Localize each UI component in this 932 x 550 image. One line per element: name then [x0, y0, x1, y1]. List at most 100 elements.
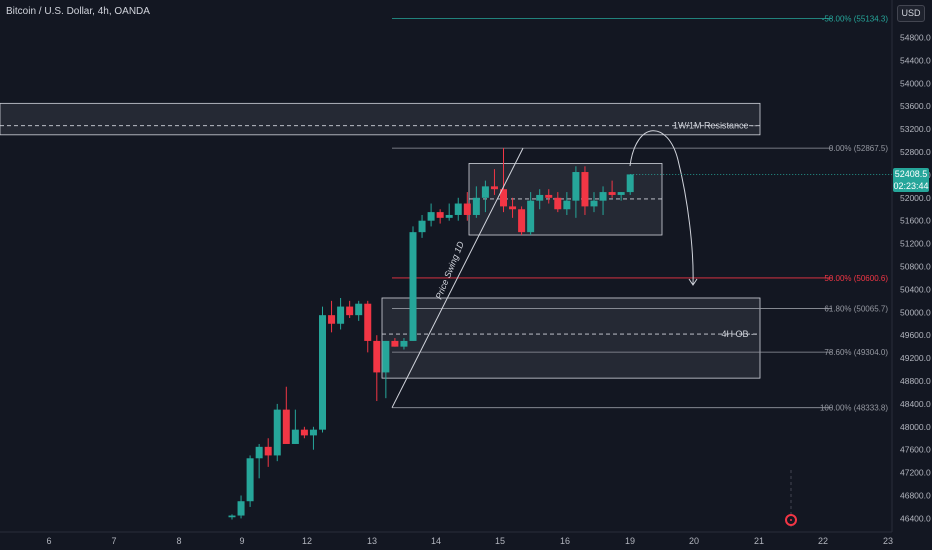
- candle-body: [554, 197, 562, 210]
- candle-body: [237, 501, 245, 516]
- candle-body: [328, 315, 336, 324]
- x-tick-label: 21: [754, 536, 764, 546]
- symbol-title: Bitcoin / U.S. Dollar, 4h, OANDA: [6, 6, 150, 17]
- y-tick-label: 49600.0: [900, 330, 931, 340]
- x-tick-label: 8: [176, 536, 181, 546]
- x-tick-label: 12: [302, 536, 312, 546]
- candle-body: [228, 515, 236, 518]
- x-tick-label: 19: [625, 536, 635, 546]
- candle-body: [418, 220, 426, 233]
- candle-body: [463, 203, 471, 215]
- candle-body: [373, 340, 381, 373]
- zone-box: [381, 297, 761, 379]
- y-tick-label: 51600.0: [900, 216, 931, 226]
- x-tick-label: 22: [818, 536, 828, 546]
- candle-body: [590, 200, 598, 207]
- currency-button[interactable]: USD: [897, 5, 925, 22]
- candle-body: [409, 232, 417, 341]
- candle-body: [481, 186, 489, 198]
- x-tick-label: 14: [431, 536, 441, 546]
- candle-body: [246, 458, 254, 502]
- candle-body: [255, 446, 263, 459]
- candle-body: [527, 200, 535, 233]
- y-tick-label: 48000.0: [900, 422, 931, 432]
- countdown-timer: 02:23:44: [893, 181, 929, 191]
- fib-level-label: 0.00% (52867.5): [829, 144, 888, 153]
- alert-icon[interactable]: [785, 514, 797, 526]
- candle-body: [490, 186, 498, 190]
- fib-level-label: 100.00% (48333.8): [820, 404, 888, 413]
- y-tick-label: 53200.0: [900, 124, 931, 134]
- y-tick-label: 48400.0: [900, 399, 931, 409]
- projection-arrow: [629, 130, 694, 285]
- candle-body: [427, 212, 435, 221]
- candle-body: [382, 340, 390, 373]
- y-tick-label: 54800.0: [900, 33, 931, 43]
- x-tick-label: 7: [111, 536, 116, 546]
- candle-body: [454, 203, 462, 215]
- y-tick-label: 50000.0: [900, 307, 931, 317]
- candle-body: [291, 429, 299, 444]
- candle-body: [282, 409, 290, 444]
- y-tick-label: 50400.0: [900, 284, 931, 294]
- zone-label: 4H OB --: [721, 329, 757, 339]
- zone-box: [0, 102, 761, 136]
- fib-level-label: 50.00% (50600.6): [824, 274, 888, 283]
- candle-body: [436, 212, 444, 218]
- y-tick-label: 54000.0: [900, 78, 931, 88]
- candle-body: [563, 200, 571, 210]
- price-swing-line: [391, 147, 524, 408]
- candle-body: [617, 192, 625, 195]
- candle-body: [536, 194, 544, 201]
- candle-body: [599, 192, 607, 201]
- y-tick-label: 47600.0: [900, 445, 931, 455]
- projection-arrowhead: [688, 278, 698, 286]
- y-tick-label: 48800.0: [900, 376, 931, 386]
- candle-body: [364, 303, 372, 341]
- y-tick-label: 51200.0: [900, 239, 931, 249]
- fib-level-label: 78.60% (49304.0): [824, 348, 888, 357]
- last-price-tag: 52408.5 02:23:44: [893, 168, 929, 192]
- y-tick-label: 50800.0: [900, 262, 931, 272]
- candle-body: [264, 446, 272, 456]
- x-tick-label: 23: [883, 536, 893, 546]
- x-tick-label: 15: [495, 536, 505, 546]
- candle-body: [572, 172, 580, 201]
- x-tick-label: 13: [367, 536, 377, 546]
- candle-body: [608, 192, 616, 195]
- y-tick-label: 49200.0: [900, 353, 931, 363]
- candle-body: [346, 306, 354, 316]
- x-tick-label: 16: [560, 536, 570, 546]
- candle-body: [509, 206, 517, 210]
- candle-body: [400, 340, 408, 347]
- last-price-value: 52408.5: [894, 169, 928, 179]
- candle-body: [545, 194, 553, 198]
- x-tick-label: 20: [689, 536, 699, 546]
- candle-body: [319, 315, 326, 430]
- candle-body: [518, 209, 526, 233]
- candle-body: [581, 172, 589, 207]
- x-tick-label: 6: [46, 536, 51, 546]
- x-tick-label: 9: [239, 536, 244, 546]
- candle-body: [273, 409, 281, 456]
- y-tick-label: 54400.0: [900, 55, 931, 65]
- candle-body: [445, 214, 453, 218]
- fib-level-label: 61.80% (50065.7): [824, 305, 888, 314]
- y-tick-label: 52800.0: [900, 147, 931, 157]
- candle-body: [300, 429, 308, 436]
- zone-label: 1W/1M Resistance --: [673, 121, 757, 131]
- fib-level-label: -58.00% (55134.3): [822, 14, 889, 23]
- candle-body: [391, 340, 399, 347]
- y-tick-label: 46800.0: [900, 491, 931, 501]
- candle-body: [472, 197, 480, 215]
- y-tick-label: 46400.0: [900, 513, 931, 523]
- y-tick-label: 52000.0: [900, 193, 931, 203]
- y-tick-label: 53600.0: [900, 101, 931, 111]
- candle-body: [500, 189, 507, 207]
- candle-body: [355, 303, 363, 316]
- candle-body: [626, 174, 634, 193]
- candle-body: [309, 429, 317, 436]
